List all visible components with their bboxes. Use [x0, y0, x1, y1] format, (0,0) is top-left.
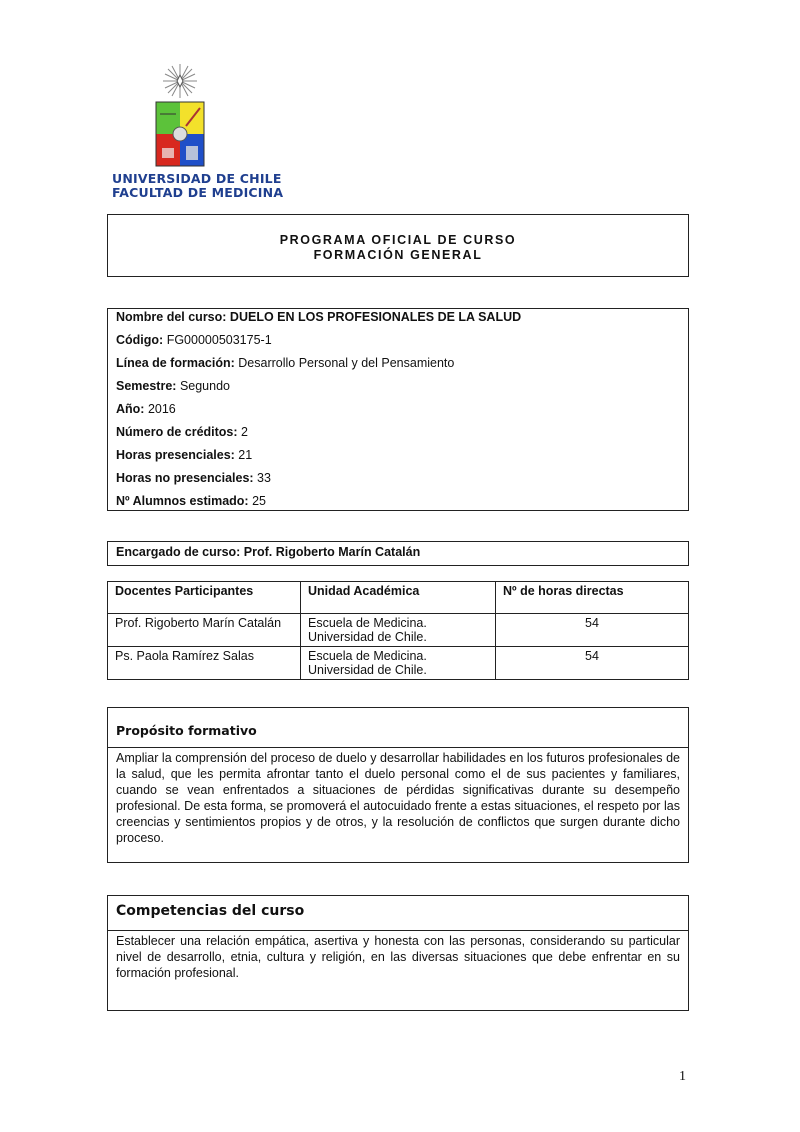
table-row: Ps. Paola Ramírez Salas Escuela de Medic…	[107, 646, 689, 680]
info-hours-remote: Horas no presenciales: 33	[116, 471, 271, 485]
info-code: Código: FG00000503175-1	[116, 333, 272, 347]
teacher-name: Ps. Paola Ramírez Salas	[107, 646, 301, 680]
header-hours: Nº de horas directas	[495, 581, 689, 614]
header-unit: Unidad Académica	[300, 581, 496, 614]
page-number: 1	[679, 1069, 686, 1084]
header-teachers: Docentes Participantes	[107, 581, 301, 614]
program-subtitle: FORMACIÓN GENERAL	[313, 248, 483, 262]
purpose-heading: Propósito formativo	[108, 708, 688, 748]
university-name: UNIVERSIDAD DE CHILE	[112, 171, 282, 186]
info-course-name: Nombre del curso: DUELO EN LOS PROFESION…	[116, 310, 522, 324]
purpose-section: Propósito formativo Ampliar la comprensi…	[107, 707, 689, 863]
teacher-hours: 54	[495, 613, 689, 647]
teacher-hours: 54	[495, 646, 689, 680]
program-title-box: PROGRAMA OFICIAL DE CURSO FORMACIÓN GENE…	[107, 214, 689, 277]
info-hours-in-person: Horas presenciales: 21	[116, 448, 253, 462]
course-info-box: Nombre del curso: DUELO EN LOS PROFESION…	[107, 308, 689, 511]
course-lead: Encargado de curso: Prof. Rigoberto Marí…	[107, 541, 689, 566]
competencies-heading: Competencias del curso	[108, 896, 688, 931]
info-credits: Número de créditos: 2	[116, 425, 248, 439]
info-line: Línea de formación: Desarrollo Personal …	[116, 356, 455, 370]
teacher-unit: Escuela de Medicina. Universidad de Chile…	[300, 646, 496, 680]
info-year: Año: 2016	[116, 402, 176, 416]
teacher-unit: Escuela de Medicina. Universidad de Chile…	[300, 613, 496, 647]
competencies-section: Competencias del curso Establecer una re…	[107, 895, 689, 1011]
teachers-table: Docentes Participantes Unidad Académica …	[107, 581, 689, 680]
faculty-name: FACULTAD DE MEDICINA	[112, 185, 284, 200]
info-students: Nº Alumnos estimado: 25	[116, 494, 266, 508]
competencies-text: Establecer una relación empática, aserti…	[116, 934, 680, 980]
program-title: PROGRAMA OFICIAL DE CURSO	[279, 233, 517, 247]
university-logo	[155, 64, 205, 167]
info-semester: Semestre: Segundo	[116, 379, 230, 393]
table-header-row: Docentes Participantes Unidad Académica …	[107, 581, 689, 614]
table-row: Prof. Rigoberto Marín Catalán Escuela de…	[107, 613, 689, 647]
purpose-text: Ampliar la comprensión del proceso de du…	[116, 751, 680, 845]
teacher-name: Prof. Rigoberto Marín Catalán	[107, 613, 301, 647]
